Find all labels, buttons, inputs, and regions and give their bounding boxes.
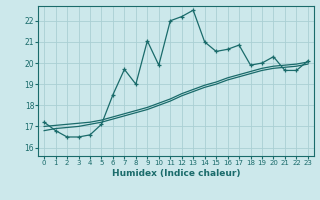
- X-axis label: Humidex (Indice chaleur): Humidex (Indice chaleur): [112, 169, 240, 178]
